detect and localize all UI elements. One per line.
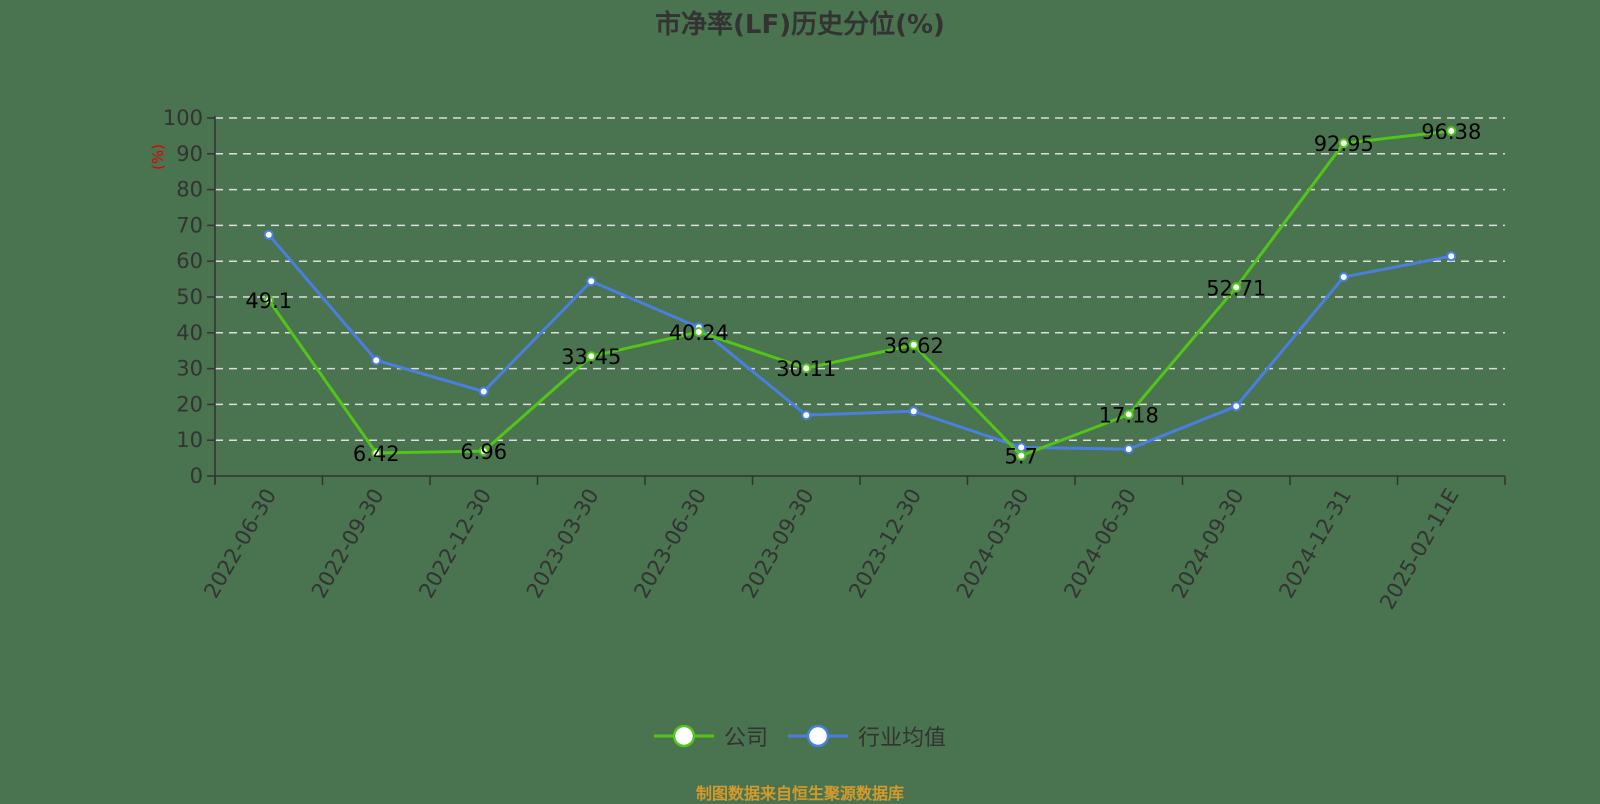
series-lines xyxy=(263,125,1457,461)
legend-item-company[interactable]: 公司 xyxy=(653,720,768,752)
data-point-marker[interactable] xyxy=(693,326,704,337)
data-point-marker[interactable] xyxy=(801,410,812,421)
legend-label-company: 公司 xyxy=(723,726,768,751)
data-point-marker[interactable] xyxy=(371,448,382,459)
data-value-label: 5.7 xyxy=(1005,445,1038,469)
legend-company-marker-icon xyxy=(653,724,714,748)
data-point-marker[interactable] xyxy=(478,446,489,457)
gridlines xyxy=(215,117,1505,441)
x-tick-label: 2022-12-30 xyxy=(414,485,496,603)
x-tick-label: 2023-12-30 xyxy=(844,485,926,603)
data-point-marker[interactable] xyxy=(586,276,597,287)
data-point-marker[interactable] xyxy=(1016,450,1027,461)
data-labels: 49.1 6.42 6.96 33.45 40.24 30.11 36.62 5.7 17.18… xyxy=(245,120,1481,469)
data-point-marker[interactable] xyxy=(1123,409,1134,420)
data-point-marker[interactable] xyxy=(586,351,597,362)
legend-label-industry-average: 行业均值 xyxy=(858,726,947,751)
data-value-label: 92.95 xyxy=(1314,132,1374,156)
x-tick-label: 2023-09-30 xyxy=(737,485,819,603)
data-point-marker[interactable] xyxy=(478,386,489,397)
data-point-marker[interactable] xyxy=(1446,251,1457,262)
data-value-label: 40.24 xyxy=(669,321,729,345)
legend-industry-marker-icon xyxy=(788,724,848,748)
chart-title: 市净率(LF)历史分位(%) xyxy=(655,10,945,40)
x-tick-label: 2023-06-30 xyxy=(629,485,711,603)
series-line xyxy=(267,233,1452,451)
data-point-marker[interactable] xyxy=(908,339,919,350)
x-tick-label: 2025-02-11E xyxy=(1375,485,1463,614)
data-point-marker[interactable] xyxy=(1123,444,1134,455)
y-tick-label: 10 xyxy=(176,428,203,452)
y-tick-label: 80 xyxy=(176,178,203,202)
data-point-marker[interactable] xyxy=(1231,401,1242,412)
data-value-label: 30.11 xyxy=(776,357,836,381)
data-point-marker[interactable] xyxy=(1231,282,1242,293)
data-value-label: 49.1 xyxy=(245,289,292,313)
y-tick-label: 20 xyxy=(176,392,203,416)
x-tick-label: 2024-12-31 xyxy=(1274,485,1356,603)
data-point-marker[interactable] xyxy=(263,295,274,306)
x-tick-label: 2023-03-30 xyxy=(522,485,604,603)
data-value-label: 52.71 xyxy=(1206,276,1266,300)
data-value-label: 33.45 xyxy=(561,345,621,369)
x-tick-label: 2024-09-30 xyxy=(1167,485,1249,603)
data-value-label: 6.96 xyxy=(460,440,507,464)
y-tick-label: 0 xyxy=(190,464,203,488)
data-value-label: 17.18 xyxy=(1099,403,1159,427)
y-tick-label: 90 xyxy=(176,142,203,166)
y-tick-label: 50 xyxy=(176,285,203,309)
y-axis-label: (%) xyxy=(149,144,167,170)
y-tick-label: 30 xyxy=(176,357,203,381)
data-point-marker[interactable] xyxy=(1338,138,1349,149)
data-point-marker[interactable] xyxy=(263,229,274,240)
x-tick-label: 2022-06-30 xyxy=(199,485,281,603)
data-point-marker[interactable] xyxy=(801,363,812,374)
x-tick-label: 2024-03-30 xyxy=(952,485,1034,603)
data-point-marker[interactable] xyxy=(908,406,919,417)
data-point-marker[interactable] xyxy=(1338,271,1349,282)
data-point-marker[interactable] xyxy=(1446,125,1457,136)
legend-item-industry-average[interactable]: 行业均值 xyxy=(788,720,946,752)
y-tick-label: 60 xyxy=(176,249,203,273)
x-tick-label: 2022-09-30 xyxy=(307,485,389,603)
y-tick-label: 40 xyxy=(176,321,203,345)
x-tick-label: 2024-06-30 xyxy=(1059,485,1141,603)
y-tick-label: 100 xyxy=(163,106,203,130)
data-value-label: 6.42 xyxy=(353,442,400,466)
series-line xyxy=(267,129,1452,458)
data-value-label: 96.38 xyxy=(1421,120,1481,144)
data-value-label: 36.62 xyxy=(884,334,944,358)
y-tick-label: 70 xyxy=(176,213,203,237)
data-source-note: 制图数据来自恒生聚源数据库 xyxy=(695,784,904,803)
legend: 公司 行业均值 xyxy=(0,720,1600,752)
data-point-marker[interactable] xyxy=(371,355,382,366)
